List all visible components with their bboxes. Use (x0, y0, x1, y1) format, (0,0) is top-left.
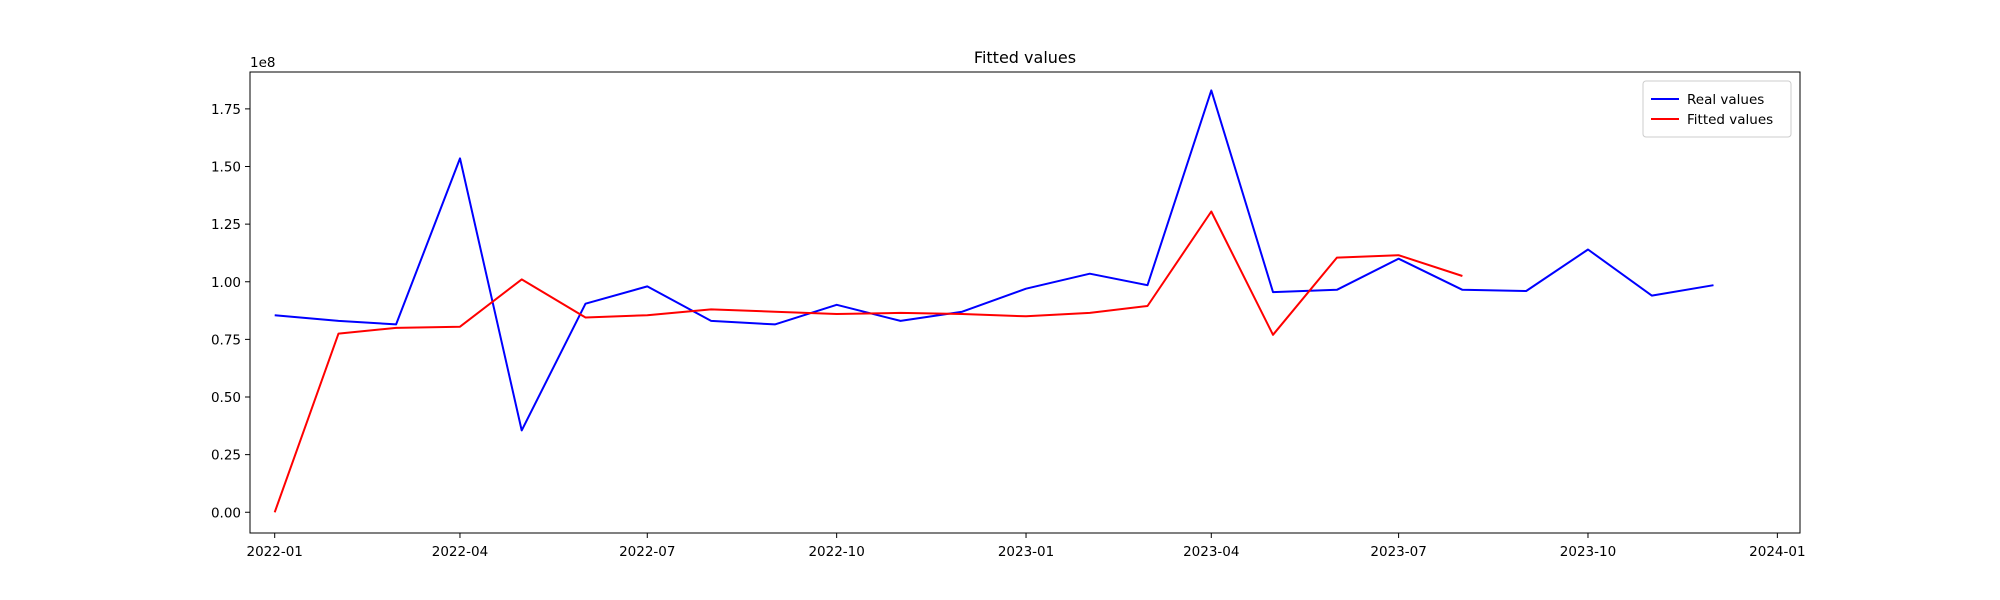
x-tick-label: 2023-07 (1370, 544, 1426, 560)
x-tick-label: 2024-01 (1749, 544, 1805, 560)
x-tick-label: 2022-04 (432, 544, 488, 560)
series-layer (273, 89, 1714, 513)
legend: Real values Fitted values (1642, 80, 1792, 138)
x-axis: 2022-01 2022-04 2022-07 2022-10 2023-01 2023-… (246, 533, 1806, 560)
y-tick-label: 0.75 (211, 332, 241, 348)
x-tick-label: 2023-10 (1560, 544, 1616, 560)
x-tick-label: 2022-10 (808, 544, 864, 560)
x-tick-label: 2022-07 (619, 544, 675, 560)
y-axis: 0.00 0.25 0.50 0.75 1.00 1.25 1.50 1.75 (211, 102, 250, 521)
chart-title: Fitted values (974, 48, 1076, 67)
series-line-0 (274, 89, 1714, 432)
y-tick-label: 1.50 (211, 160, 241, 176)
y-offset-label: 1e8 (250, 55, 275, 71)
x-tick-label: 2022-01 (246, 544, 302, 560)
y-tick-label: 1.00 (211, 275, 241, 291)
y-tick-label: 1.75 (211, 102, 241, 118)
legend-label: Fitted values (1687, 112, 1773, 128)
y-tick-label: 1.25 (211, 217, 241, 233)
plot-frame (249, 71, 1801, 534)
series-line-1 (273, 210, 1463, 513)
legend-label: Real values (1687, 92, 1764, 108)
x-tick-label: 2023-04 (1183, 544, 1239, 560)
y-tick-label: 0.00 (211, 505, 241, 521)
x-tick-label: 2023-01 (998, 544, 1054, 560)
y-tick-label: 0.25 (211, 448, 241, 464)
y-tick-label: 0.50 (211, 390, 241, 406)
legend-box (1642, 80, 1792, 138)
